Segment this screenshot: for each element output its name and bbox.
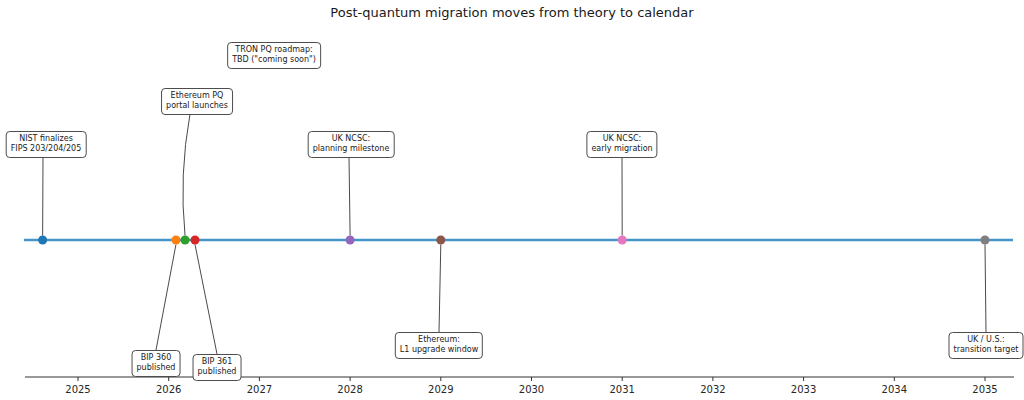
event-marker — [171, 236, 180, 245]
event-marker — [38, 236, 47, 245]
x-axis-tick-label: 2033 — [791, 384, 816, 395]
event-marker — [191, 236, 200, 245]
x-axis-tick-label: 2030 — [519, 384, 544, 395]
x-axis-tick-label: 2035 — [972, 384, 997, 395]
x-axis-tick-label: 2031 — [609, 384, 634, 395]
leader-line — [349, 157, 350, 236]
x-axis-tick-label: 2026 — [156, 384, 181, 395]
leader-line — [156, 245, 176, 351]
timeline-svg: 2025 2026 2027 2028 2029 2030 2031 2032 2033 2034… — [0, 0, 1024, 400]
x-axis-tick-label: 2029 — [428, 384, 453, 395]
event-marker — [436, 236, 445, 245]
leader-line — [183, 114, 190, 236]
leader-line — [439, 245, 441, 333]
event-marker — [618, 236, 627, 245]
timeline-figure: Post-quantum migration moves from theory… — [0, 0, 1024, 400]
leader-line — [985, 245, 986, 333]
x-axis-tick-label: 2025 — [65, 384, 90, 395]
event-marker — [181, 236, 190, 245]
x-axis-tick-label: 2032 — [700, 384, 725, 395]
x-axis-tick-label: 2027 — [247, 384, 272, 395]
leader-line — [195, 245, 217, 355]
x-axis-tick-label: 2028 — [337, 384, 362, 395]
x-axis-tick-label: 2034 — [882, 384, 907, 395]
event-marker — [981, 236, 990, 245]
event-marker — [346, 236, 355, 245]
